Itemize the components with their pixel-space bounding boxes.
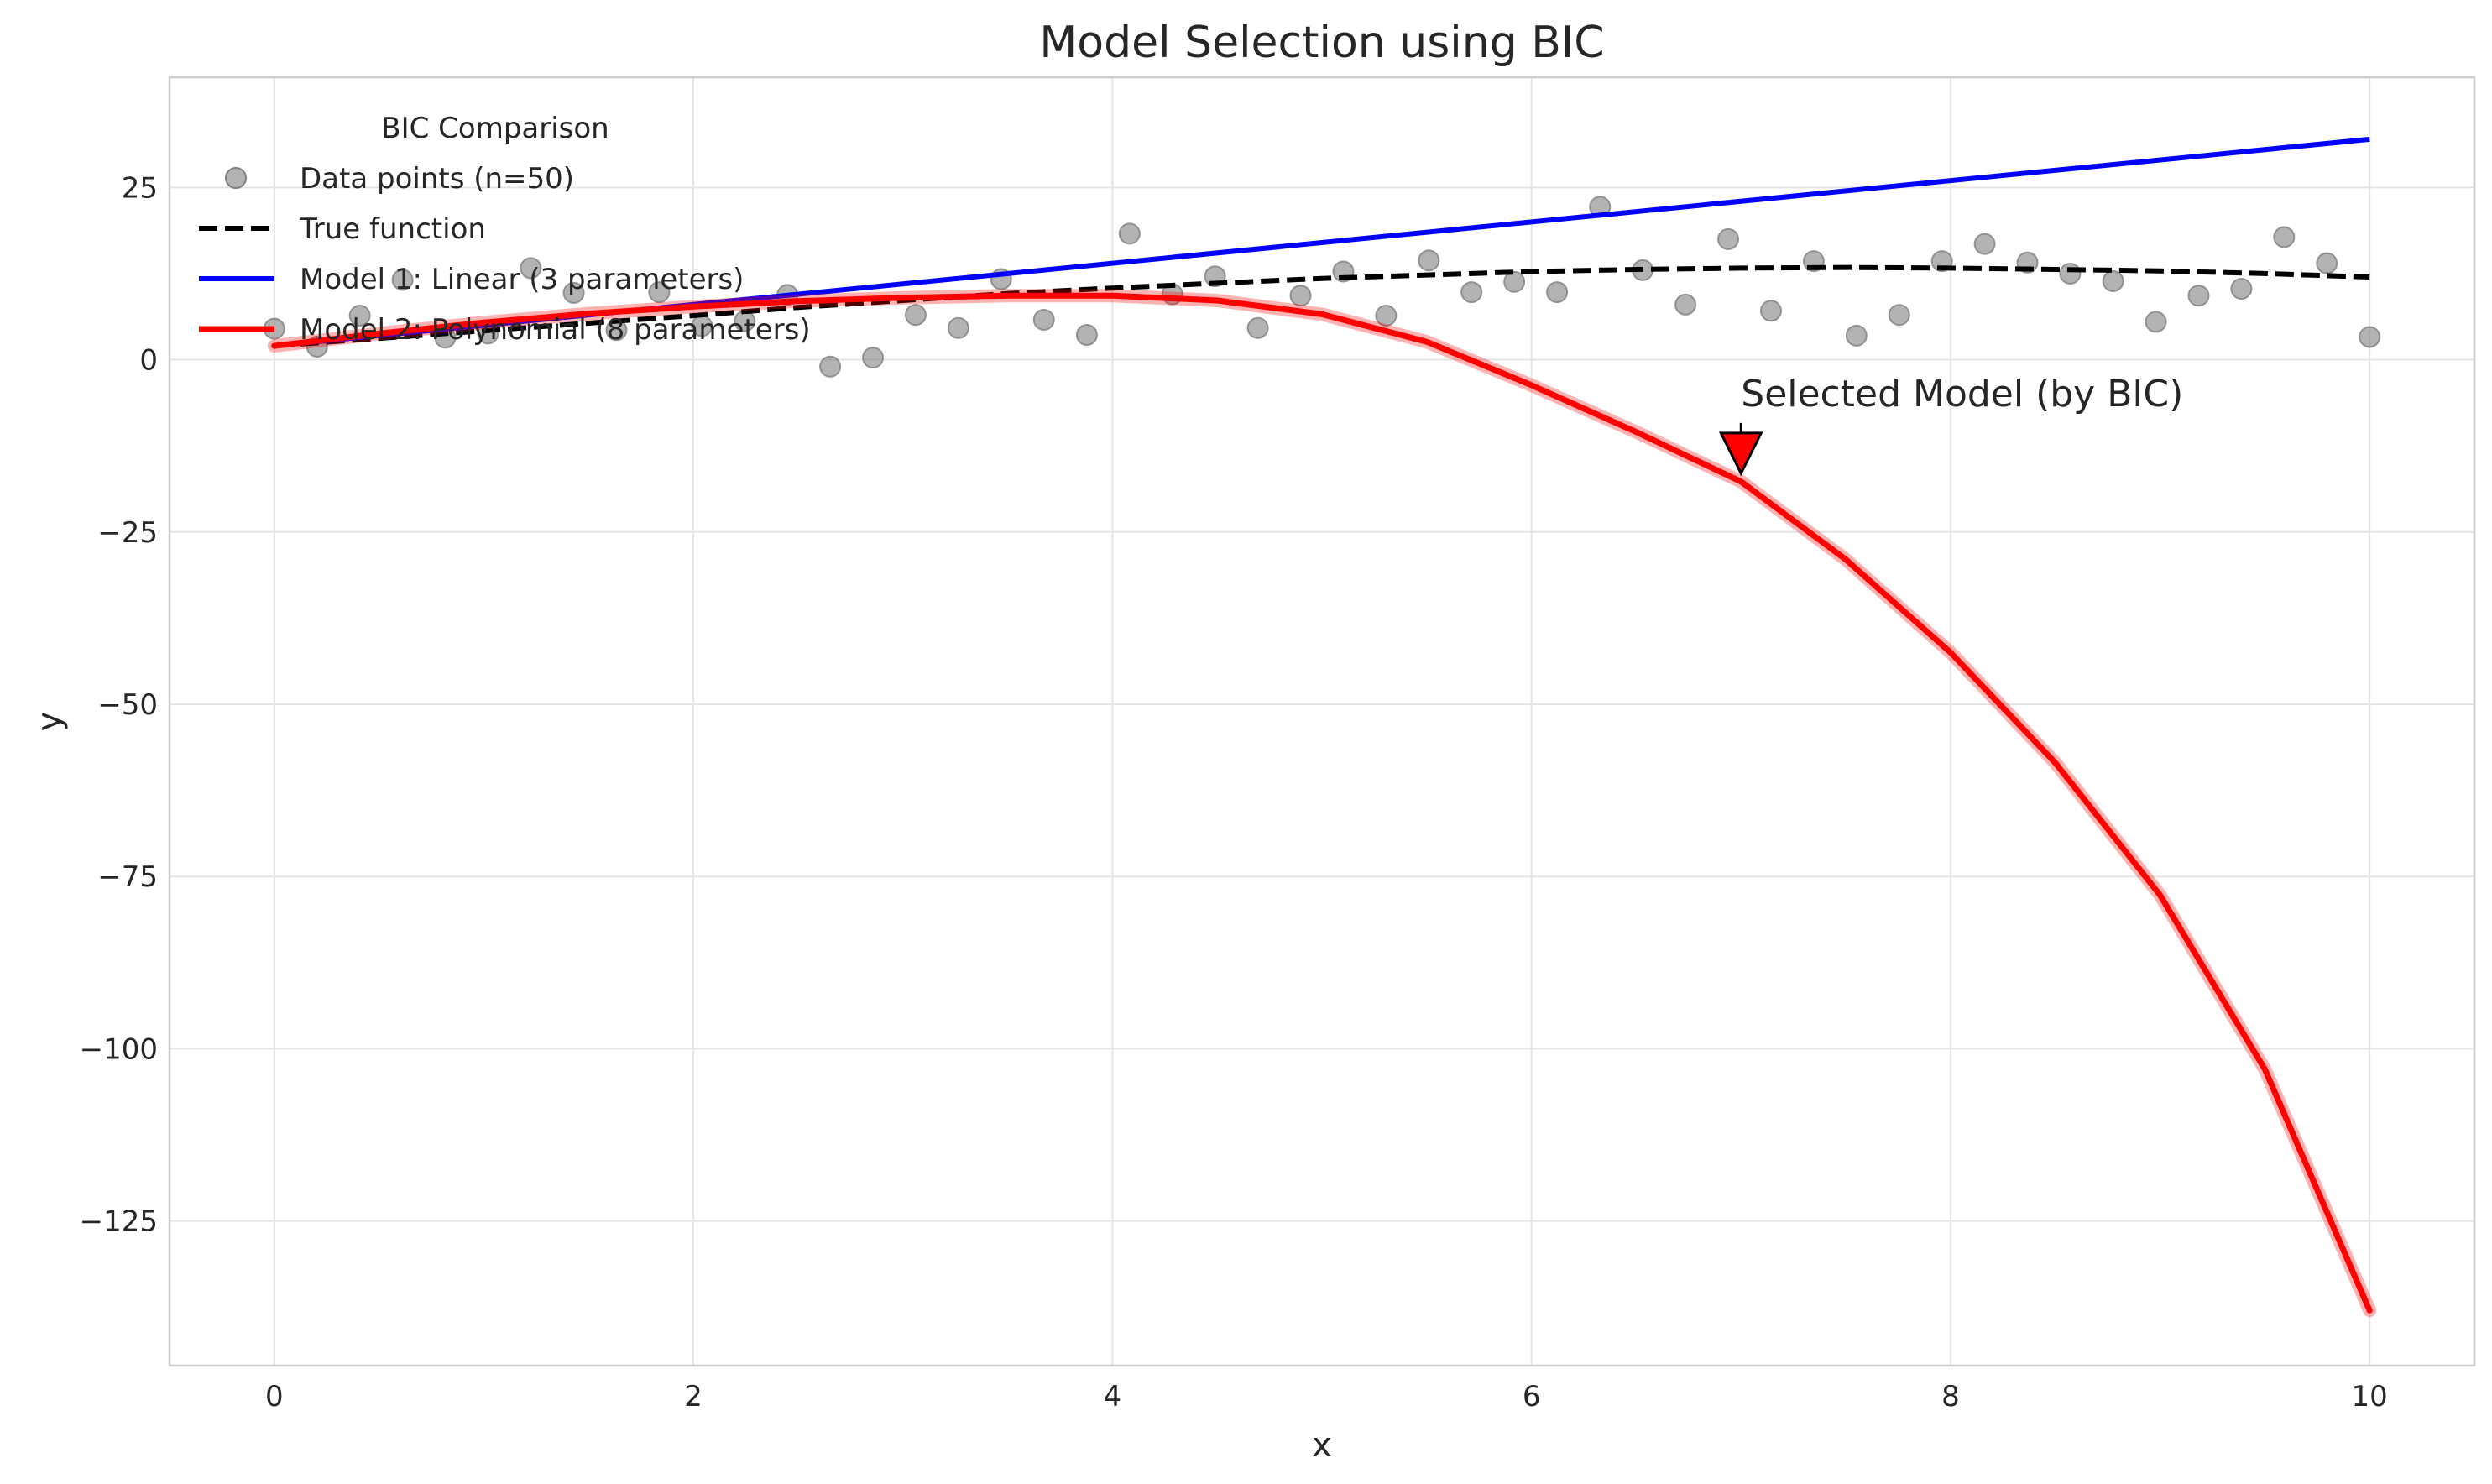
legend-label: Model 1: Linear (3 parameters) xyxy=(300,263,744,296)
data-point xyxy=(819,355,842,378)
data-point xyxy=(2187,285,2210,307)
data-point xyxy=(904,304,927,327)
y-tick-label: −100 xyxy=(80,1032,158,1066)
data-point xyxy=(2145,311,2167,333)
data-point xyxy=(391,269,414,291)
data-point xyxy=(1717,227,1740,250)
polynomial-model-line xyxy=(271,292,2373,1314)
y-axis-label: y xyxy=(30,712,69,732)
data-point xyxy=(1973,233,1996,255)
data-point xyxy=(2230,278,2253,300)
data-point xyxy=(1845,324,1868,347)
x-tick-label: 6 xyxy=(1523,1380,1541,1413)
data-point xyxy=(1418,249,1440,272)
y-tick-label: 0 xyxy=(139,344,158,378)
data-point xyxy=(2359,326,2381,348)
legend-entry: Model 1: Linear (3 parameters) xyxy=(199,263,744,296)
data-point xyxy=(947,316,969,339)
plot-frame xyxy=(168,76,2476,1367)
data-point xyxy=(648,281,671,304)
y-tick-label: −25 xyxy=(97,516,158,550)
y-tick-label: −75 xyxy=(97,860,158,894)
legend-swatch xyxy=(225,167,247,189)
plot-area xyxy=(170,77,2474,1366)
legend-label: Model 2: Polynomial (8 parameters) xyxy=(300,313,811,347)
x-axis-label: x xyxy=(1312,1426,1332,1465)
x-tick-label: 10 xyxy=(2352,1380,2388,1413)
grid xyxy=(170,77,2474,1366)
selected-model-marker xyxy=(1718,422,1763,477)
ticks: 0 2 4 6 8 10 25 0 −25 −50 −75 −100 −125 xyxy=(80,171,2388,1413)
data-point xyxy=(1888,304,1910,327)
y-tick-label: −50 xyxy=(97,688,158,722)
data-point xyxy=(2316,252,2338,274)
data-point xyxy=(1289,285,1312,307)
y-tick-label: 25 xyxy=(122,171,158,205)
data-point xyxy=(1546,281,1569,304)
data-point xyxy=(1375,305,1398,327)
data-point xyxy=(862,347,885,369)
legend-entry: True function xyxy=(199,212,486,246)
data-point xyxy=(562,281,585,304)
legend-entry: Model 2: Polynomial (8 parameters) xyxy=(199,313,811,347)
x-tick-label: 8 xyxy=(1941,1380,1960,1413)
legend-entry: Data points (n=50) xyxy=(225,162,574,196)
x-tick-label: 2 xyxy=(684,1380,703,1413)
legend-label: True function xyxy=(299,212,486,246)
series-layer xyxy=(263,136,2381,1318)
data-point xyxy=(2059,262,2082,285)
data-point xyxy=(1503,270,1526,293)
legend-label: Data points (n=50) xyxy=(300,162,574,196)
data-point xyxy=(1759,300,1782,322)
data-point xyxy=(520,257,542,280)
data-point xyxy=(2102,269,2124,292)
data-point xyxy=(1674,293,1697,316)
data-point xyxy=(1032,308,1055,331)
y-tick-label: −125 xyxy=(80,1205,158,1239)
true-function-line xyxy=(274,264,2370,349)
data-point xyxy=(1460,281,1483,304)
legend: BIC Comparison Data points (n=50) True fu… xyxy=(199,112,811,347)
legend-title: BIC Comparison xyxy=(381,112,609,145)
x-tick-label: 0 xyxy=(265,1380,284,1413)
data-point xyxy=(1246,316,1269,339)
data-point xyxy=(1118,222,1141,245)
annotation-text: Selected Model (by BIC) xyxy=(1741,373,2183,415)
data-point xyxy=(348,305,371,327)
data-point xyxy=(1075,324,1098,346)
annotation: Selected Model (by BIC) xyxy=(1718,373,2183,477)
chart-title: Model Selection using BIC xyxy=(1039,18,1604,68)
x-tick-label: 4 xyxy=(1104,1380,1122,1413)
data-point xyxy=(2273,226,2296,248)
